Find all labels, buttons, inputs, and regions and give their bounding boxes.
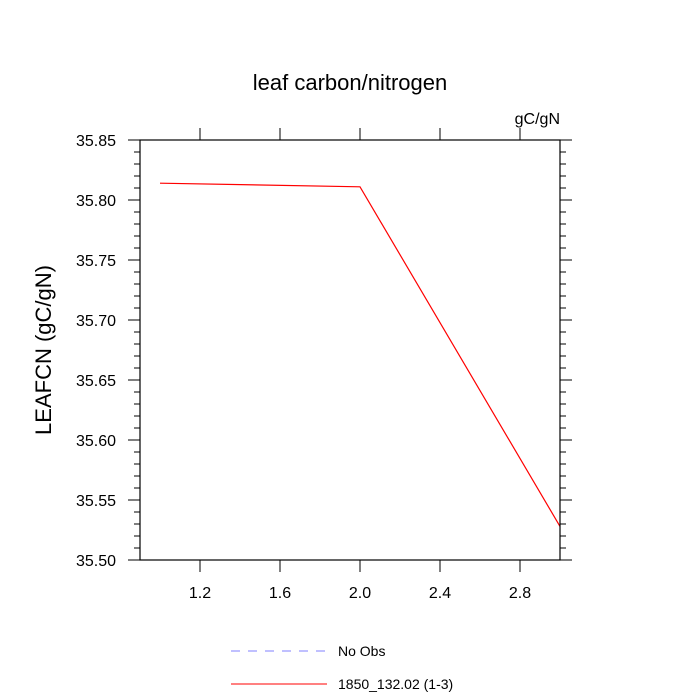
- chart-title: leaf carbon/nitrogen: [253, 70, 447, 95]
- x-tick-labels: 1.2 1.6 2.0 2.4 2.8: [189, 585, 531, 602]
- x-tick-label: 2.8: [509, 585, 531, 602]
- y-tick-label: 35.85: [76, 133, 116, 150]
- y-tick-labels: 35.50 35.55 35.60 35.65 35.70 35.75 35.80 35.85: [76, 133, 116, 570]
- series-line-0: [159, 182, 561, 527]
- y-tick-label: 35.60: [76, 433, 116, 450]
- y-tick-label: 35.55: [76, 493, 116, 510]
- y-axis-label: LEAFCN (gC/gN): [31, 265, 56, 435]
- legend-label: No Obs: [338, 643, 385, 659]
- legend-label: 1850_132.02 (1-3): [338, 676, 453, 692]
- x-tick-label: 1.2: [189, 585, 211, 602]
- y-tick-label: 35.80: [76, 193, 116, 210]
- x-tick-label: 2.4: [429, 585, 451, 602]
- y-tick-label: 35.65: [76, 373, 116, 390]
- series-layer: [159, 182, 561, 527]
- units-label: gC/gN: [515, 111, 560, 128]
- x-tick-label: 1.6: [269, 585, 291, 602]
- y-tick-label: 35.75: [76, 253, 116, 270]
- x-tick-label: 2.0: [349, 585, 371, 602]
- y-tick-label: 35.70: [76, 313, 116, 330]
- y-tick-label: 35.50: [76, 553, 116, 570]
- plot-frame: [139, 139, 561, 561]
- axis-ticks: [128, 128, 572, 572]
- legend: No Obs 1850_132.02 (1-3): [231, 643, 453, 692]
